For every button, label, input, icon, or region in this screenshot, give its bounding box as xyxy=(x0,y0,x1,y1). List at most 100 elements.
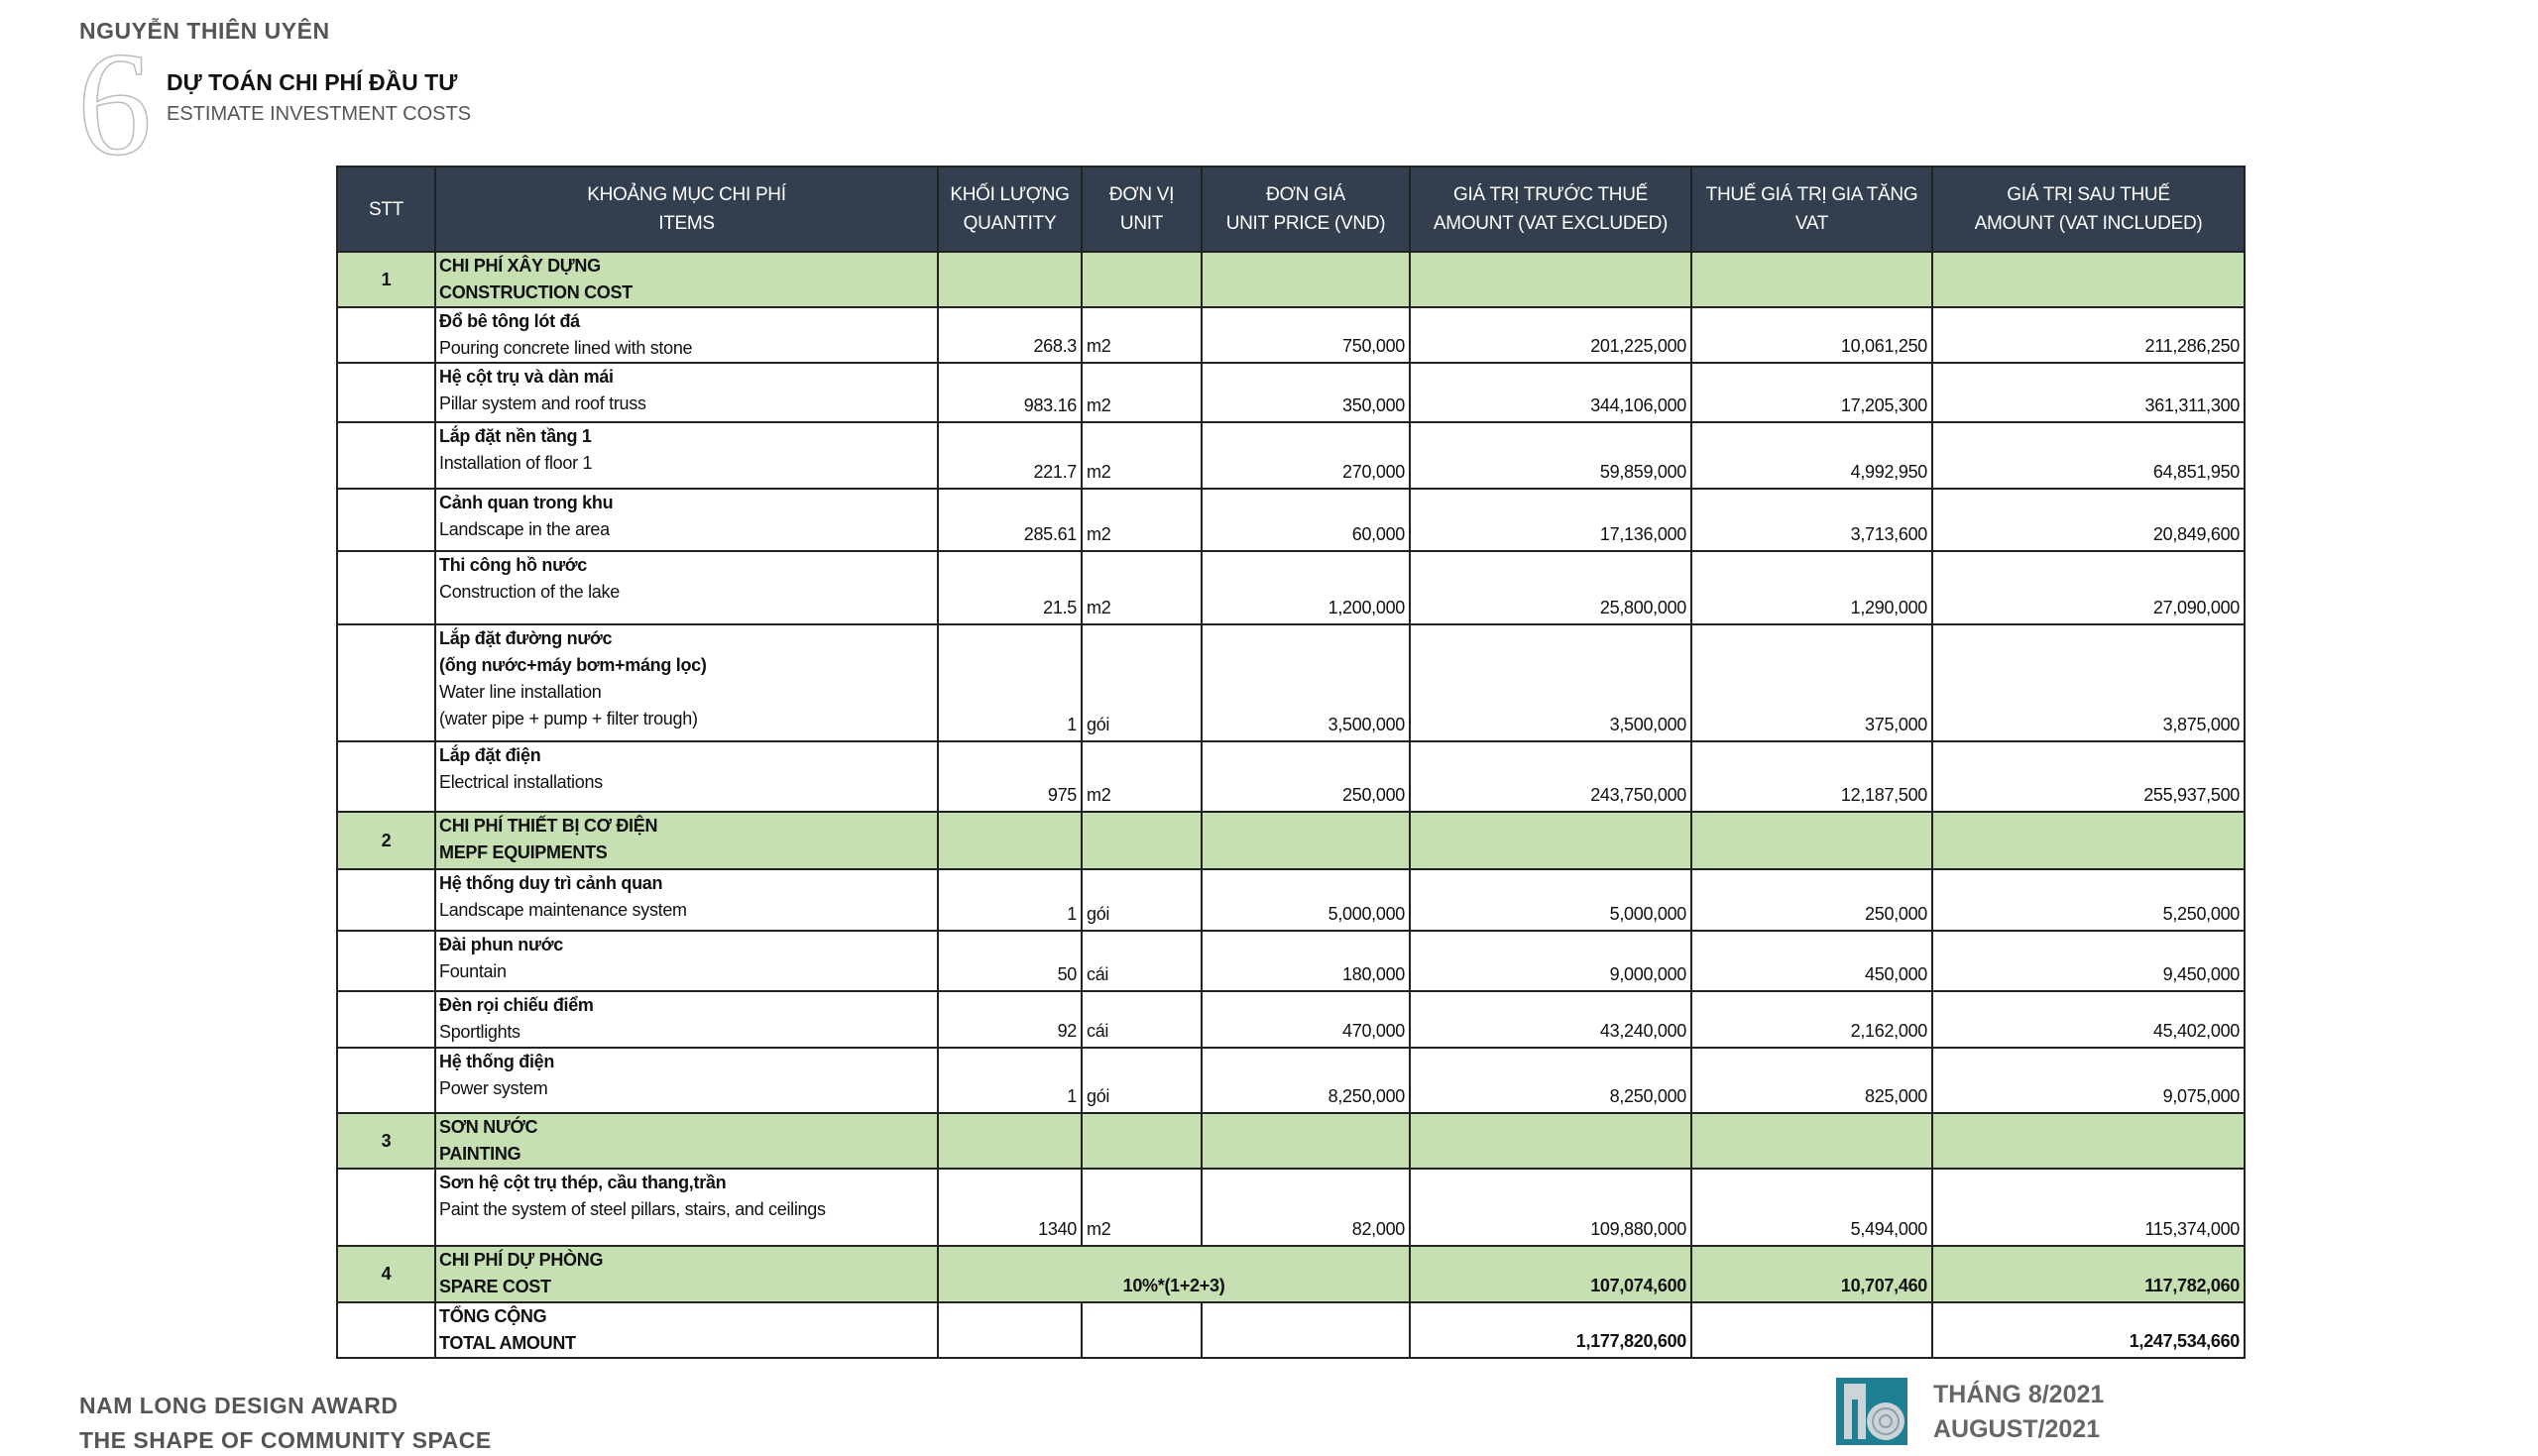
amount-excl-vat-cell: 201,225,000 xyxy=(1409,306,1692,364)
date-en: AUGUST/2021 xyxy=(1933,1415,2101,1443)
column-header: THUẾ GIÁ TRỊ GIA TĂNG VAT xyxy=(1690,166,1933,253)
table-row: Sơn hệ cột trụ thép, cầu thang,trần Paint… xyxy=(336,1168,2246,1247)
unit-price-cell: 60,000 xyxy=(1201,488,1411,552)
stt-cell xyxy=(336,930,436,992)
total-incl-vat-cell: 1,247,534,660 xyxy=(1931,1301,2246,1359)
item-name-en: Landscape in the area xyxy=(439,519,610,539)
amount-incl-vat-cell: 115,374,000 xyxy=(1931,1168,2246,1247)
vat-cell: 250,000 xyxy=(1690,868,1933,932)
item-cell: CHI PHÍ THIẾT BỊ CƠ ĐIỆN MEPF EQUIPMENTS xyxy=(434,811,939,870)
quantity-cell: 1340 xyxy=(937,1168,1083,1247)
amount-incl-vat-cell: 20,849,600 xyxy=(1931,488,2246,552)
quantity-cell: 268.3 xyxy=(937,306,1083,364)
stt-cell xyxy=(336,990,436,1049)
item-name-en: Power system xyxy=(439,1078,548,1098)
amount-excl-vat-cell: 17,136,000 xyxy=(1409,488,1692,552)
total-excl-vat-cell: 1,177,820,600 xyxy=(1409,1301,1692,1359)
unit-cell: m2 xyxy=(1081,550,1203,625)
column-header: GIÁ TRỊ SAU THUẾ AMOUNT (VAT INCLUDED) xyxy=(1931,166,2246,253)
total-row: TỔNG CỘNG TOTAL AMOUNT 1,177,820,600 1,247,… xyxy=(336,1301,2246,1359)
item-name-vi: Hệ cột trụ và dàn mái xyxy=(439,367,614,387)
column-header-vi: GIÁ TRỊ TRƯỚC THUẾ xyxy=(1452,184,1649,205)
item-name-en: Electrical installations xyxy=(439,772,603,792)
vat-cell: 10,707,460 xyxy=(1690,1245,1933,1303)
table-row: Lắp đặt nền tầng 1 Installation of floor … xyxy=(336,421,2246,490)
item-name-vi: Đèn rọi chiếu điểm xyxy=(439,995,594,1015)
vat-cell: 375,000 xyxy=(1690,623,1933,742)
cost-estimate-table: STT KHOẢNG MỤC CHI PHÍ ITEMS KHỐI LƯỢNG QUAN… xyxy=(336,166,2246,1359)
item-name-vi: SƠN NƯỚC xyxy=(439,1117,538,1137)
stt-cell xyxy=(336,421,436,490)
column-header: STT xyxy=(336,166,436,253)
vat-cell: 825,000 xyxy=(1690,1047,1933,1114)
amount-excl-vat-cell: 109,880,000 xyxy=(1409,1168,1692,1247)
unit-cell: m2 xyxy=(1081,421,1203,490)
item-name-en: Water line installation xyxy=(439,682,602,702)
section-number: 4 xyxy=(336,1245,436,1303)
amount-excl-vat-cell: 25,800,000 xyxy=(1409,550,1692,625)
item-name-vi: Lắp đặt đường nước xyxy=(439,628,613,648)
item-cell: Cảnh quan trong khu Landscape in the area xyxy=(434,488,939,552)
column-header-vi: STT xyxy=(369,198,404,220)
item-name-en: CONSTRUCTION COST xyxy=(439,282,633,302)
stt-cell xyxy=(336,740,436,813)
amount-incl-vat-cell: 45,402,000 xyxy=(1931,990,2246,1049)
item-cell: Đài phun nước Fountain xyxy=(434,930,939,992)
unit-price-cell: 3,500,000 xyxy=(1201,623,1411,742)
item-name-en: Paint the system of steel pillars, stair… xyxy=(439,1199,826,1219)
item-name-vi: TỔNG CỘNG xyxy=(439,1306,547,1326)
amount-excl-vat-cell: 3,500,000 xyxy=(1409,623,1692,742)
item-cell: CHI PHÍ XÂY DỰNG CONSTRUCTION COST xyxy=(434,251,939,308)
item-name-vi: Cảnh quan trong khu xyxy=(439,493,614,512)
unit-price-cell: 1,200,000 xyxy=(1201,550,1411,625)
unit-price-cell: 270,000 xyxy=(1201,421,1411,490)
table-row: Cảnh quan trong khu Landscape in the area… xyxy=(336,488,2246,552)
amount-incl-vat-cell: 255,937,500 xyxy=(1931,740,2246,813)
vat-cell: 4,992,950 xyxy=(1690,421,1933,490)
unit-cell: gói xyxy=(1081,868,1203,932)
item-name-vi: Thi công hồ nước xyxy=(439,555,588,575)
table-row: Hệ thống duy trì cảnh quan Landscape main… xyxy=(336,868,2246,932)
section-number: 3 xyxy=(336,1112,436,1170)
item-name-en: Construction of the lake xyxy=(439,582,620,602)
item-name-en: PAINTING xyxy=(439,1144,521,1164)
column-header-en: QUANTITY xyxy=(963,213,1057,234)
item-name-vi-2: (ống nước+máy bơm+máng lọc) xyxy=(439,655,707,675)
unit-cell: cái xyxy=(1081,990,1203,1049)
stt-cell xyxy=(336,868,436,932)
table-row: Hệ thống điện Power system 1 gói 8,250,000 8,… xyxy=(336,1047,2246,1114)
stt-cell xyxy=(336,1301,436,1359)
item-cell: Đổ bê tông lót đá Pouring concrete lined … xyxy=(434,306,939,364)
section-number: 2 xyxy=(336,811,436,870)
page-title: DỰ TOÁN CHI PHÍ ĐẦU TƯ xyxy=(167,69,458,95)
stt-cell xyxy=(336,488,436,552)
table-header-row: STT KHOẢNG MỤC CHI PHÍ ITEMS KHỐI LƯỢNG QUAN… xyxy=(336,166,2246,253)
item-name-en: Sportlights xyxy=(439,1022,520,1042)
unit-price-cell: 8,250,000 xyxy=(1201,1047,1411,1114)
item-cell: Đèn rọi chiếu điểm Sportlights xyxy=(434,990,939,1049)
quantity-cell: 221.7 xyxy=(937,421,1083,490)
item-name-en: Pouring concrete lined with stone xyxy=(439,338,693,358)
unit-cell: cái xyxy=(1081,930,1203,992)
amount-excl-vat-cell: 8,250,000 xyxy=(1409,1047,1692,1114)
item-name-vi: Lắp đặt điện xyxy=(439,745,541,765)
item-cell: Hệ thống duy trì cảnh quan Landscape main… xyxy=(434,868,939,932)
quantity-cell: 1 xyxy=(937,868,1083,932)
section-number: 1 xyxy=(336,251,436,308)
column-header-en: ITEMS xyxy=(658,213,715,234)
footer-theme: THE SHAPE OF COMMUNITY SPACE xyxy=(79,1427,492,1453)
vat-cell: 2,162,000 xyxy=(1690,990,1933,1049)
column-header-vi: GIÁ TRỊ SAU THUẾ xyxy=(2007,184,2170,205)
column-header-en: UNIT PRICE (VND) xyxy=(1225,213,1386,234)
stt-cell xyxy=(336,550,436,625)
quantity-cell: 21.5 xyxy=(937,550,1083,625)
amount-excl-vat-cell: 344,106,000 xyxy=(1409,362,1692,423)
unit-cell: m2 xyxy=(1081,740,1203,813)
unit-cell: m2 xyxy=(1081,306,1203,364)
unit-price-cell: 470,000 xyxy=(1201,990,1411,1049)
stt-cell xyxy=(336,362,436,423)
unit-cell: m2 xyxy=(1081,488,1203,552)
item-cell: SƠN NƯỚC PAINTING xyxy=(434,1112,939,1170)
vat-cell: 450,000 xyxy=(1690,930,1933,992)
column-header-vi: ĐƠN VỊ xyxy=(1108,184,1175,205)
